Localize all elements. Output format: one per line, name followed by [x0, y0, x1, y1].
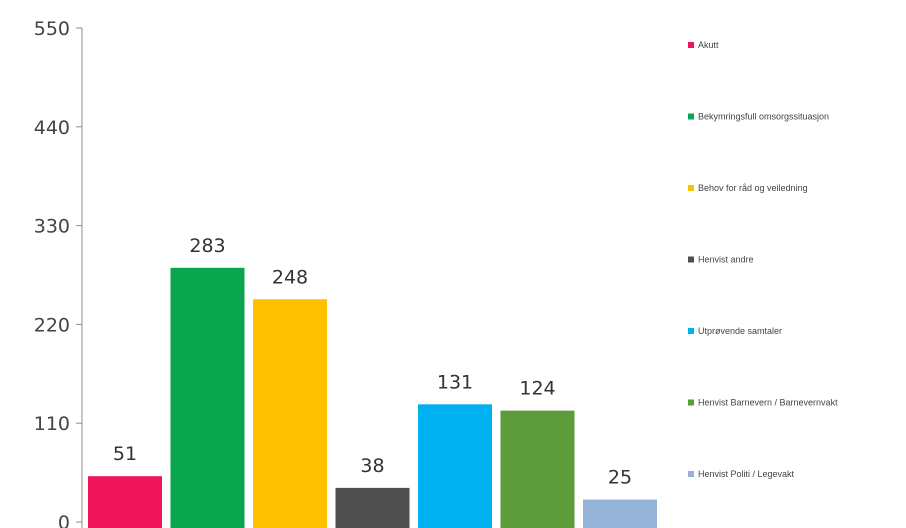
data-label: 131: [437, 371, 473, 393]
legend-swatch: [688, 113, 694, 120]
legend-swatch: [688, 471, 694, 477]
legend-label: Bekymringsfull omsorgssituasjon: [698, 112, 829, 122]
legend-swatch: [688, 185, 694, 191]
legend: Akutt Bekymringsfull omsorgssituasjon Beho…: [688, 40, 838, 479]
bar: [418, 404, 492, 528]
y-tick-label: 0: [58, 512, 70, 528]
legend-swatch: [688, 328, 694, 334]
data-labels: 51 283 248 38 131 124 25: [113, 235, 632, 489]
data-label: 248: [272, 266, 308, 288]
y-tick-label: 550: [34, 18, 70, 40]
data-label: 25: [608, 467, 632, 489]
legend-label: Behov for råd og veiledning: [698, 183, 808, 193]
legend-label: Akutt: [698, 40, 719, 50]
bar: [500, 410, 575, 528]
bar: [170, 267, 245, 528]
bar: [88, 476, 162, 528]
y-tick-label: 220: [34, 314, 70, 336]
y-axis: 0 110 220 330 440 550: [34, 18, 83, 528]
y-tick-label: 440: [34, 117, 70, 139]
y-tick-label: 110: [34, 413, 70, 435]
data-label: 124: [519, 378, 555, 400]
legend-swatch: [688, 256, 694, 263]
legend-label: Henvist Barnevern / Barnevernvakt: [698, 398, 838, 408]
legend-label: Henvist Politi / Legevakt: [698, 469, 795, 479]
y-tick-label: 330: [34, 216, 70, 238]
data-label: 38: [360, 455, 384, 477]
bar: [253, 299, 327, 528]
legend-label: Henvist andre: [698, 255, 754, 265]
legend-swatch: [688, 42, 694, 48]
bar: [583, 499, 657, 528]
legend-label: Utprøvende samtaler: [698, 326, 782, 336]
data-label: 283: [189, 235, 225, 257]
legend-swatch: [688, 399, 694, 406]
bar: [335, 487, 410, 528]
bars: [88, 267, 657, 528]
data-label: 51: [113, 443, 137, 465]
